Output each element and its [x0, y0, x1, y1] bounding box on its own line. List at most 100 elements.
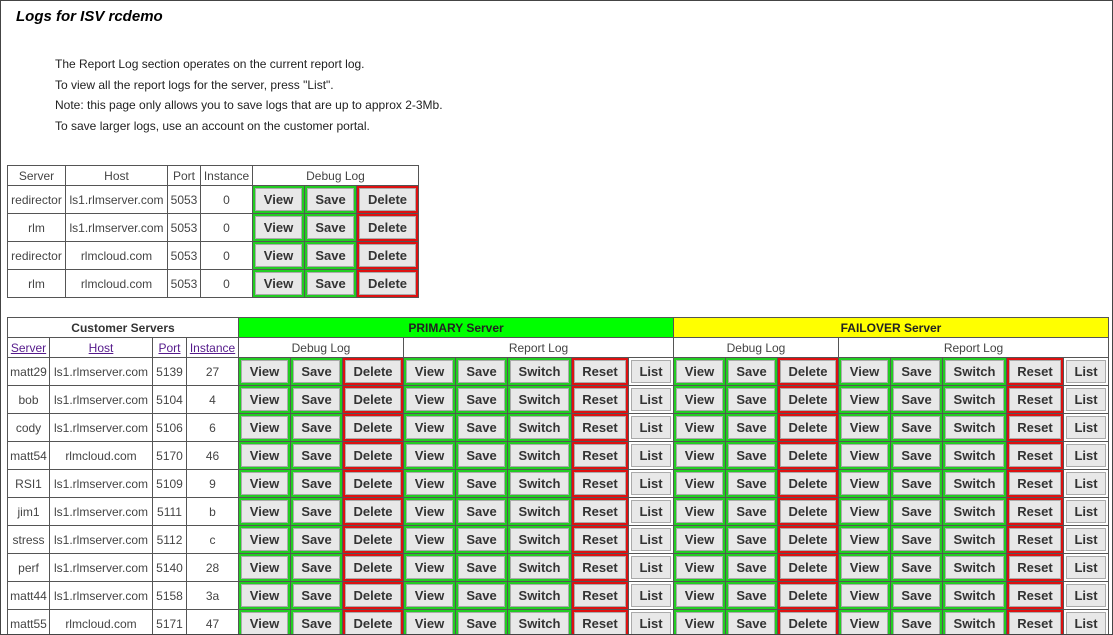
failover-report-list-button[interactable]: List: [1066, 584, 1106, 607]
primary-report-save-button[interactable]: Save: [458, 612, 505, 634]
primary-report-reset-button[interactable]: Reset: [574, 360, 626, 383]
failover-report-reset-button[interactable]: Reset: [1009, 584, 1061, 607]
failover-debug-save-button[interactable]: Save: [728, 500, 775, 523]
primary-report-switch-button[interactable]: Switch: [510, 416, 569, 439]
failover-report-view-button[interactable]: View: [841, 612, 888, 634]
primary-debug-delete-button[interactable]: Delete: [345, 360, 401, 383]
failover-report-view-button[interactable]: View: [841, 472, 888, 495]
failover-debug-save-button[interactable]: Save: [728, 360, 775, 383]
failover-debug-delete-button[interactable]: Delete: [780, 528, 836, 551]
primary-report-save-button[interactable]: Save: [458, 444, 505, 467]
primary-debug-view-button[interactable]: View: [241, 500, 288, 523]
primary-debug-delete-button[interactable]: Delete: [345, 500, 401, 523]
primary-report-save-button[interactable]: Save: [458, 360, 505, 383]
failover-report-reset-button[interactable]: Reset: [1009, 528, 1061, 551]
failover-report-list-button[interactable]: List: [1066, 500, 1106, 523]
debug-delete-button[interactable]: Delete: [359, 188, 416, 211]
failover-report-list-button[interactable]: List: [1066, 444, 1106, 467]
failover-report-reset-button[interactable]: Reset: [1009, 444, 1061, 467]
primary-debug-save-button[interactable]: Save: [293, 444, 340, 467]
primary-debug-save-button[interactable]: Save: [293, 500, 340, 523]
primary-report-list-button[interactable]: List: [631, 388, 671, 411]
failover-report-switch-button[interactable]: Switch: [945, 360, 1004, 383]
primary-report-reset-button[interactable]: Reset: [574, 472, 626, 495]
primary-report-switch-button[interactable]: Switch: [510, 528, 569, 551]
primary-report-view-button[interactable]: View: [406, 360, 453, 383]
failover-report-reset-button[interactable]: Reset: [1009, 360, 1061, 383]
failover-debug-view-button[interactable]: View: [676, 584, 723, 607]
failover-debug-delete-button[interactable]: Delete: [780, 416, 836, 439]
primary-debug-view-button[interactable]: View: [241, 444, 288, 467]
failover-report-save-button[interactable]: Save: [893, 360, 940, 383]
failover-report-switch-button[interactable]: Switch: [945, 472, 1004, 495]
primary-report-reset-button[interactable]: Reset: [574, 444, 626, 467]
failover-debug-save-button[interactable]: Save: [728, 388, 775, 411]
failover-report-save-button[interactable]: Save: [893, 416, 940, 439]
debug-view-button[interactable]: View: [255, 272, 302, 295]
failover-report-switch-button[interactable]: Switch: [945, 500, 1004, 523]
primary-debug-save-button[interactable]: Save: [293, 416, 340, 439]
failover-debug-view-button[interactable]: View: [676, 612, 723, 634]
primary-report-reset-button[interactable]: Reset: [574, 556, 626, 579]
primary-debug-delete-button[interactable]: Delete: [345, 556, 401, 579]
primary-report-list-button[interactable]: List: [631, 444, 671, 467]
primary-report-save-button[interactable]: Save: [458, 584, 505, 607]
failover-report-list-button[interactable]: List: [1066, 472, 1106, 495]
primary-report-list-button[interactable]: List: [631, 556, 671, 579]
sort-host-link[interactable]: Host: [88, 340, 114, 355]
failover-report-save-button[interactable]: Save: [893, 556, 940, 579]
failover-debug-save-button[interactable]: Save: [728, 444, 775, 467]
primary-report-save-button[interactable]: Save: [458, 416, 505, 439]
failover-report-save-button[interactable]: Save: [893, 388, 940, 411]
sort-server-link[interactable]: Server: [10, 340, 47, 355]
primary-report-switch-button[interactable]: Switch: [510, 584, 569, 607]
failover-report-switch-button[interactable]: Switch: [945, 612, 1004, 634]
primary-debug-save-button[interactable]: Save: [293, 528, 340, 551]
primary-debug-delete-button[interactable]: Delete: [345, 416, 401, 439]
primary-report-list-button[interactable]: List: [631, 416, 671, 439]
primary-report-view-button[interactable]: View: [406, 556, 453, 579]
primary-debug-save-button[interactable]: Save: [293, 584, 340, 607]
primary-report-save-button[interactable]: Save: [458, 472, 505, 495]
failover-report-switch-button[interactable]: Switch: [945, 556, 1004, 579]
primary-debug-delete-button[interactable]: Delete: [345, 472, 401, 495]
primary-report-save-button[interactable]: Save: [458, 528, 505, 551]
sort-port[interactable]: Port: [152, 337, 187, 358]
failover-report-save-button[interactable]: Save: [893, 584, 940, 607]
primary-debug-view-button[interactable]: View: [241, 472, 288, 495]
primary-report-view-button[interactable]: View: [406, 472, 453, 495]
primary-report-save-button[interactable]: Save: [458, 556, 505, 579]
failover-debug-save-button[interactable]: Save: [728, 416, 775, 439]
primary-report-view-button[interactable]: View: [406, 416, 453, 439]
primary-report-save-button[interactable]: Save: [458, 500, 505, 523]
failover-debug-delete-button[interactable]: Delete: [780, 556, 836, 579]
primary-debug-view-button[interactable]: View: [241, 360, 288, 383]
failover-report-reset-button[interactable]: Reset: [1009, 416, 1061, 439]
failover-report-list-button[interactable]: List: [1066, 556, 1106, 579]
primary-debug-view-button[interactable]: View: [241, 416, 288, 439]
primary-report-list-button[interactable]: List: [631, 360, 671, 383]
failover-debug-delete-button[interactable]: Delete: [780, 500, 836, 523]
primary-debug-view-button[interactable]: View: [241, 388, 288, 411]
failover-report-reset-button[interactable]: Reset: [1009, 612, 1061, 634]
primary-debug-save-button[interactable]: Save: [293, 556, 340, 579]
failover-report-view-button[interactable]: View: [841, 444, 888, 467]
failover-debug-delete-button[interactable]: Delete: [780, 612, 836, 634]
failover-debug-view-button[interactable]: View: [676, 360, 723, 383]
failover-debug-save-button[interactable]: Save: [728, 612, 775, 634]
failover-debug-delete-button[interactable]: Delete: [780, 472, 836, 495]
primary-report-list-button[interactable]: List: [631, 500, 671, 523]
failover-report-save-button[interactable]: Save: [893, 612, 940, 634]
failover-report-list-button[interactable]: List: [1066, 528, 1106, 551]
primary-debug-delete-button[interactable]: Delete: [345, 612, 401, 634]
failover-report-switch-button[interactable]: Switch: [945, 416, 1004, 439]
sort-port-link[interactable]: Port: [158, 340, 181, 355]
sort-instance[interactable]: Instance: [186, 337, 239, 358]
primary-report-save-button[interactable]: Save: [458, 388, 505, 411]
debug-view-button[interactable]: View: [255, 216, 302, 239]
failover-report-view-button[interactable]: View: [841, 556, 888, 579]
primary-report-switch-button[interactable]: Switch: [510, 444, 569, 467]
failover-report-view-button[interactable]: View: [841, 528, 888, 551]
primary-debug-view-button[interactable]: View: [241, 528, 288, 551]
failover-debug-delete-button[interactable]: Delete: [780, 584, 836, 607]
